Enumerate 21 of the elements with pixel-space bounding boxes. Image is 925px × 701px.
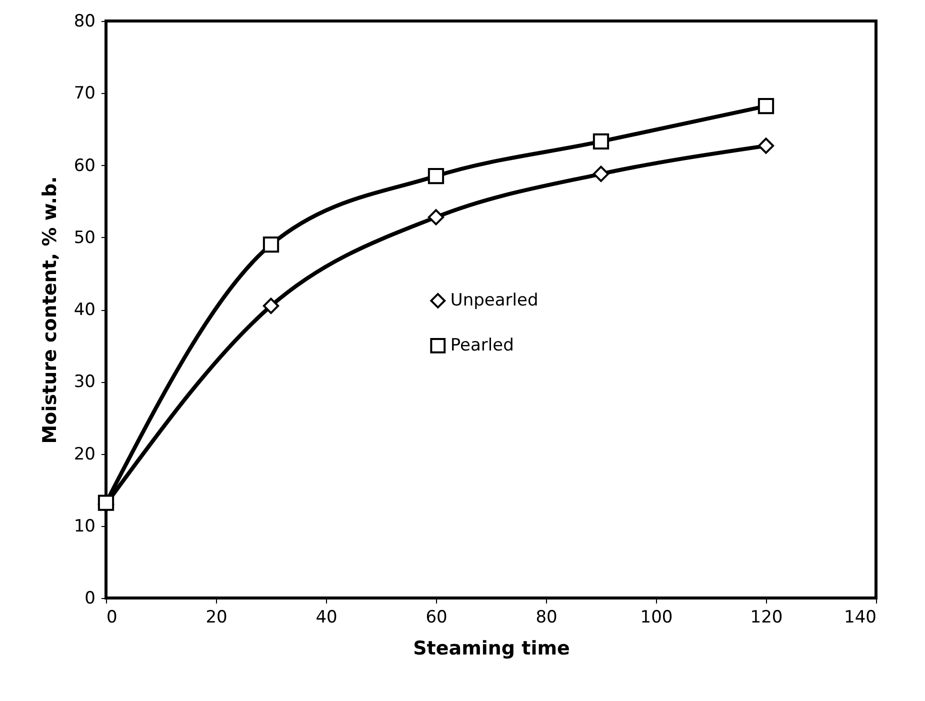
legend-label: Pearled	[450, 336, 514, 356]
x-tick-label: 120	[750, 608, 783, 628]
y-tick-label: 80	[74, 12, 96, 32]
legend-label: Unpearled	[450, 290, 538, 311]
x-tick-label: 100	[640, 608, 673, 628]
x-tick-label: 0	[106, 608, 118, 628]
x-tick-label: 40	[316, 608, 338, 628]
y-tick-label: 10	[74, 516, 96, 536]
x-tick-label: 20	[206, 608, 228, 628]
x-tick-label: 140	[844, 608, 876, 628]
y-tick-label: 50	[74, 228, 96, 248]
y-tick-label: 20	[74, 444, 96, 464]
y-axis-title: Moisture content, % w.b.	[38, 176, 61, 444]
y-tick-label: 60	[74, 156, 96, 176]
x-tick-label: 60	[426, 608, 448, 628]
x-tick-label: 80	[536, 608, 558, 628]
y-tick-label: 70	[74, 84, 96, 104]
y-tick-label: 40	[74, 300, 96, 320]
y-tick-label: 0	[84, 588, 96, 608]
y-tick-label: 30	[74, 372, 96, 392]
x-axis-title: Steaming time	[413, 638, 570, 660]
